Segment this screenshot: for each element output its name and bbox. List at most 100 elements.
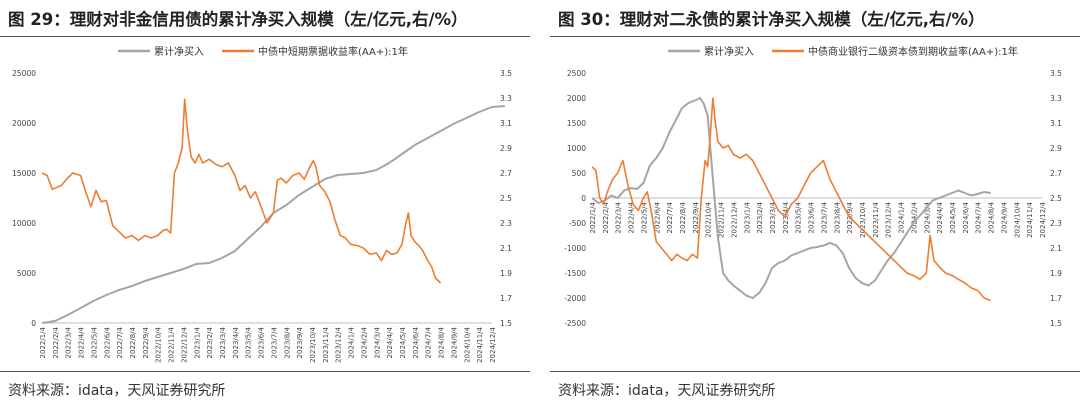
x-tick-label: 2022/10/4 [705,201,713,237]
x-tick-label: 2024/1/4 [348,326,356,358]
source-divider [550,371,1080,372]
x-tick-label: 2024/2/4 [910,201,918,233]
y-left-tick-label: 2500 [567,69,586,78]
x-tick-label: 2024/4/4 [936,201,944,233]
x-tick-label: 2023/6/4 [808,201,816,233]
x-tick-label: 2022/7/4 [666,201,674,233]
y-left-tick-label: 15000 [12,169,36,178]
y-left-tick-label: 500 [572,169,587,178]
y-left-tick-label: 1000 [567,144,586,153]
x-tick-label: 2024/8/4 [988,201,996,233]
x-tick-label: 2024/1/4 [898,201,906,233]
x-tick-label: 2024/6/4 [962,201,970,233]
y-right-tick-label: 2.1 [500,244,512,253]
chart-title: 图 30：理财对二永债的累计净买入规模（左/亿元,右/%） [558,10,985,29]
y-right-tick-label: 1.5 [1050,319,1062,328]
x-tick-label: 2023/5/4 [245,326,253,358]
x-tick-label: 2024/4/4 [386,326,394,358]
x-tick-label: 2023/12/4 [885,201,893,237]
x-tick-label: 2022/8/4 [679,201,687,233]
y-right-tick-label: 1.9 [500,269,512,278]
x-tick-label: 2023/2/4 [756,201,764,233]
y-left-tick-label: 1500 [567,119,586,128]
y-right-tick-label: 2.9 [500,144,512,153]
x-tick-label: 2022/1/4 [39,326,47,358]
source-note: 资料来源：idata，天风证券研究所 [8,383,226,399]
x-tick-label: 2023/4/4 [782,201,790,233]
series-line-cumulative-net-buy [591,96,991,300]
x-tick-label: 2024/5/4 [399,326,407,358]
x-tick-label: 2022/2/4 [52,326,60,358]
x-tick-label: 2024/6/4 [412,326,420,358]
y-left-tick-label: -500 [569,219,586,228]
x-tick-label: 2022/2/4 [602,201,610,233]
x-tick-label: 2023/10/4 [309,326,317,362]
title-divider [0,36,530,37]
x-tick-label: 2023/6/4 [258,326,266,358]
x-tick-label: 2022/12/4 [180,326,188,362]
y-right-tick-label: 3.3 [500,94,512,103]
series-line-yield [591,97,991,302]
y-right-tick-label: 1.7 [1050,294,1062,303]
y-left-tick-label: 20000 [12,119,36,128]
x-tick-label: 2024/10/4 [463,326,471,362]
x-tick-label: 2024/2/4 [360,326,368,358]
x-tick-label: 2022/3/4 [615,201,623,233]
legend-label: 累计净买入 [704,45,754,58]
x-tick-label: 2023/12/4 [335,326,343,362]
y-right-tick-label: 2.5 [500,194,512,203]
y-right-tick-label: 3.5 [500,69,512,78]
x-tick-label: 2022/4/4 [78,326,86,358]
y-right-tick-label: 2.1 [1050,244,1062,253]
legend-label: 中债商业银行二级资本债到期收益率(AA+):1年 [808,45,1018,58]
x-tick-label: 2024/3/4 [373,326,381,358]
x-tick-label: 2024/7/4 [975,201,983,233]
y-left-tick-label: 25000 [12,69,36,78]
x-tick-label: 2023/10/4 [859,201,867,237]
x-tick-label: 2023/11/4 [322,326,330,362]
x-tick-label: 2022/7/4 [116,326,124,358]
x-tick-label: 2023/1/4 [193,326,201,358]
series-line-cumulative-net-buy [41,105,505,324]
y-left-tick-label: 0 [31,319,36,328]
x-tick-label: 2024/12/4 [489,326,497,362]
x-tick-label: 2022/5/4 [90,326,98,358]
y-right-tick-label: 1.9 [1050,269,1062,278]
x-tick-label: 2023/8/4 [833,201,841,233]
x-tick-label: 2023/11/4 [872,201,880,237]
y-left-tick-label: 2000 [567,94,586,103]
x-tick-label: 2024/10/4 [1013,201,1021,237]
x-tick-label: 2023/3/4 [219,326,227,358]
x-tick-label: 2022/6/4 [103,326,111,358]
y-right-tick-label: 2.3 [1050,219,1062,228]
x-tick-label: 2022/8/4 [129,326,137,358]
y-right-tick-label: 1.5 [500,319,512,328]
x-tick-label: 2023/8/4 [283,326,291,358]
x-tick-label: 2023/7/4 [820,201,828,233]
x-tick-label: 2023/3/4 [769,201,777,233]
y-right-tick-label: 2.7 [1050,169,1062,178]
y-right-tick-label: 3.3 [1050,94,1062,103]
x-tick-label: 2022/9/4 [142,326,150,358]
x-tick-label: 2022/9/4 [692,201,700,233]
x-tick-label: 2024/11/4 [1026,201,1034,237]
y-right-tick-label: 2.7 [500,169,512,178]
legend-label: 累计净买入 [154,45,204,58]
x-tick-label: 2024/9/4 [450,326,458,358]
y-right-tick-label: 1.7 [500,294,512,303]
title-divider [550,36,1080,37]
chart-panel-left: 图 29：理财对非金信用债的累计净买入规模（左/亿元,右/%） 累计净买入 中债中… [0,0,530,405]
y-left-tick-label: 10000 [12,219,36,228]
y-left-tick-label: -2500 [564,319,586,328]
chart-title: 图 29：理财对非金信用债的累计净买入规模（左/亿元,右/%） [8,10,468,29]
legend-label: 中债中短期票据收益率(AA+):1年 [258,45,408,58]
x-tick-label: 2024/12/4 [1039,201,1047,237]
x-tick-label: 2024/9/4 [1000,201,1008,233]
series-line-yield [41,98,442,284]
line-chart-credit-bonds: 累计净买入 中债中短期票据收益率(AA+):1年 0 5000 10000 15000 20… [12,45,512,363]
x-tick-label: 2024/8/4 [438,326,446,358]
x-tick-label: 2024/11/4 [476,326,484,362]
y-left-tick-label: -1000 [564,244,586,253]
x-tick-label: 2023/4/4 [232,326,240,358]
x-tick-label: 2023/5/4 [795,201,803,233]
